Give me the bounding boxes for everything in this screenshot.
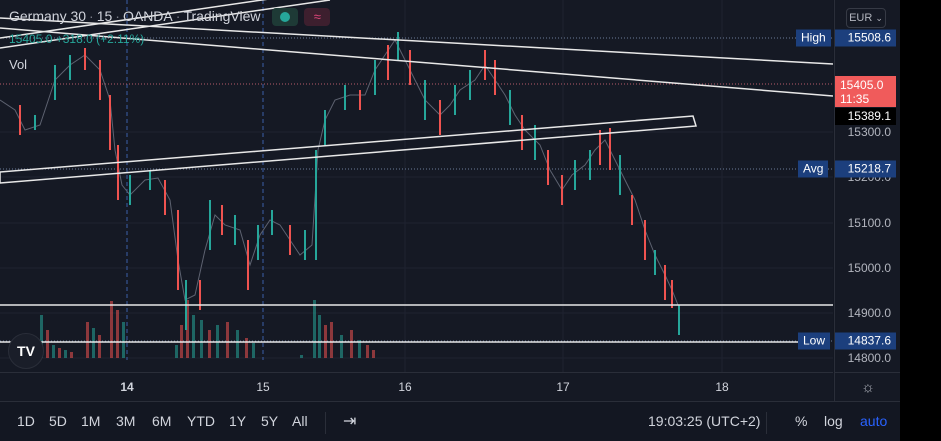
- low-label-tag: Low: [798, 332, 831, 350]
- price-change-pct: (+2.11%): [96, 32, 145, 46]
- range-5y-button[interactable]: 5Y: [261, 413, 279, 429]
- toolbar-divider: [325, 412, 326, 434]
- price-tick: 15300.0: [847, 125, 891, 139]
- auto-scale-toggle[interactable]: auto: [860, 413, 888, 429]
- price-tick: 15000.0: [847, 261, 891, 275]
- source-label: TradingView: [183, 8, 261, 24]
- current-price-tag: 15405.0 11:35: [835, 76, 896, 107]
- range-all-button[interactable]: All: [292, 413, 308, 429]
- time-label: 18: [715, 380, 729, 394]
- settings-icon[interactable]: ☼: [834, 372, 901, 401]
- price-change-legend: 15405.0 +318.0 (+2.11%): [9, 32, 144, 46]
- avg-value-tag: 15218.7: [835, 160, 896, 178]
- bottom-toolbar: 1D 5D 1M 3M 6M YTD 1Y 5Y All ⇥ 19:03:25 …: [0, 401, 900, 441]
- goto-date-icon[interactable]: ⇥: [343, 413, 357, 430]
- currency-selector[interactable]: EUR ⌄: [846, 8, 886, 28]
- price-change: +318.0: [55, 32, 93, 46]
- high-label-tag: High: [796, 29, 831, 47]
- chart-drawing: [0, 0, 833, 372]
- symbol-name: Germany 30: [9, 8, 87, 24]
- volume-label[interactable]: Vol: [9, 57, 28, 72]
- range-1y-button[interactable]: 1Y: [229, 413, 247, 429]
- range-ytd-button[interactable]: YTD: [187, 413, 215, 429]
- time-label: 15: [256, 380, 270, 394]
- range-3m-button[interactable]: 3M: [116, 413, 136, 429]
- chevron-down-icon: ⌄: [875, 13, 883, 23]
- high-value-tag: 15508.6: [835, 29, 896, 47]
- percent-scale-toggle[interactable]: %: [795, 413, 808, 429]
- current-price: 15405.0: [840, 78, 884, 92]
- time-label: 14: [120, 380, 134, 394]
- price-tick: 14900.0: [847, 306, 891, 320]
- clock-timezone[interactable]: 19:03:25 (UTC+2): [648, 413, 761, 429]
- toolbar-divider: [766, 412, 767, 434]
- avg-label-tag: Avg: [798, 160, 829, 178]
- price-tick: 14800.0: [847, 351, 891, 365]
- symbol-legend[interactable]: Germany 30 · 15 · OANDA · TradingView ≈: [9, 8, 331, 27]
- bar-countdown: 11:35: [840, 92, 870, 106]
- tradingview-logo[interactable]: TV: [8, 333, 44, 369]
- chart-canvas[interactable]: Germany 30 · 15 · OANDA · TradingView ≈ 15405.…: [0, 0, 833, 372]
- last-price: 15405.0: [9, 32, 53, 46]
- low-value-tag: 14837.6: [835, 332, 896, 350]
- wave-icon[interactable]: ≈: [304, 8, 331, 27]
- range-6m-button[interactable]: 6M: [152, 413, 172, 429]
- range-1m-button[interactable]: 1M: [81, 413, 101, 429]
- time-label: 17: [556, 380, 570, 394]
- range-1d-button[interactable]: 1D: [17, 413, 35, 429]
- time-axis[interactable]: 14 15 16 17 18: [0, 372, 833, 401]
- time-label: 16: [398, 380, 412, 394]
- market-status-icon[interactable]: [272, 8, 299, 27]
- range-5d-button[interactable]: 5D: [49, 413, 67, 429]
- price-tick: 15100.0: [847, 216, 891, 230]
- currency-label: EUR: [849, 12, 873, 24]
- crosshair-price-tag: 15389.1: [835, 108, 896, 125]
- screen-edge: [900, 0, 941, 440]
- tradingview-app: Germany 30 · 15 · OANDA · TradingView ≈ 15405.…: [0, 0, 901, 441]
- broker-label: OANDA: [122, 8, 173, 24]
- interval-label: 15: [96, 8, 113, 24]
- price-axis[interactable]: 15300.0 15200.0 15100.0 15000.0 14900.0 …: [834, 0, 901, 372]
- log-scale-toggle[interactable]: log: [824, 413, 843, 429]
